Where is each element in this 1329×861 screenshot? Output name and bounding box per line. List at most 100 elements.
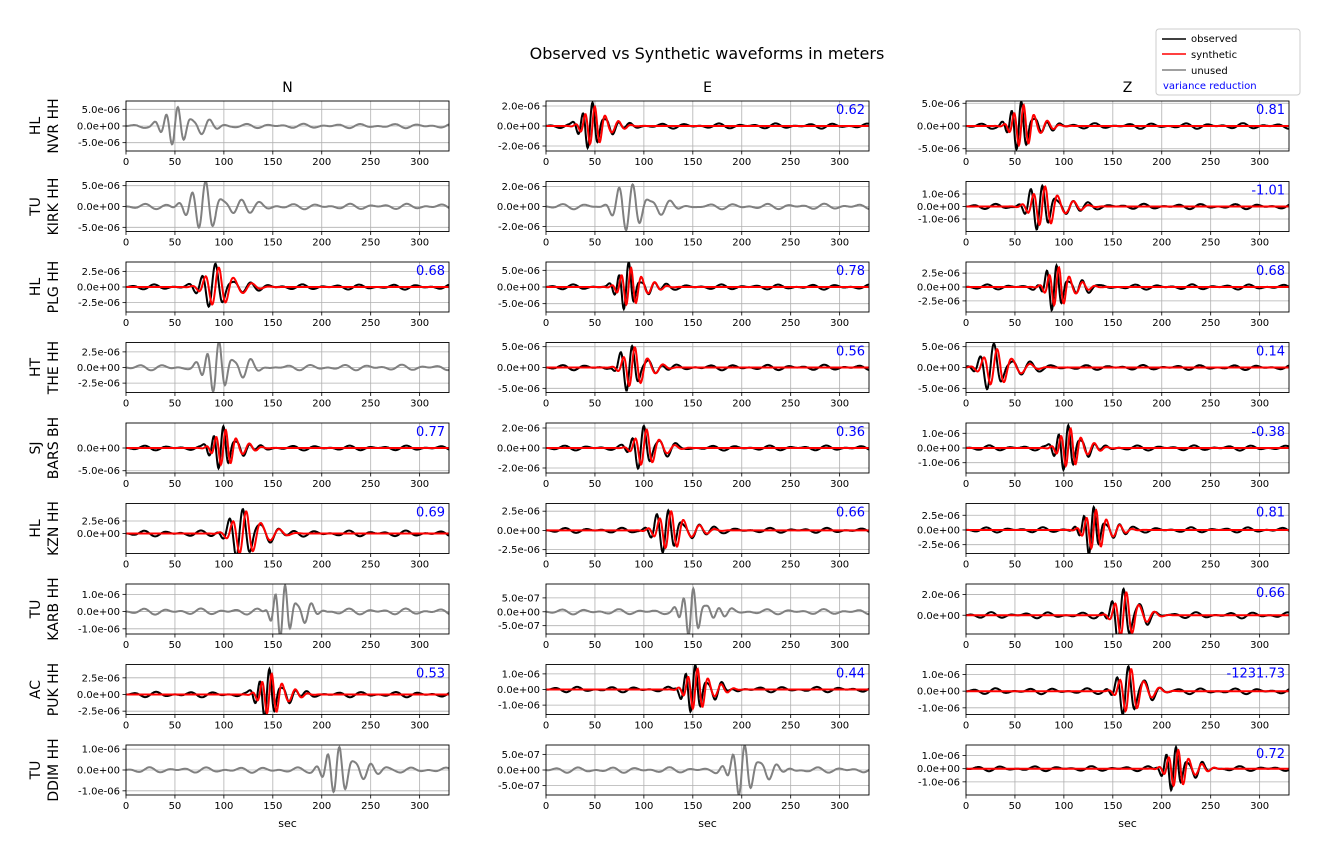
y-tick-label: -2.5e-06 <box>78 298 120 309</box>
panel-kzn-n: 0 50 100 150 200 250 300 0.0e+002.5e-06 0.69 <box>77 503 450 571</box>
y-tick-label: -1.0e-06 <box>918 777 960 788</box>
variance-reduction-value: 0.78 <box>836 264 865 279</box>
x-tick-label: 0 <box>123 479 129 490</box>
x-tick-label: 150 <box>1103 399 1122 410</box>
x-tick-label: 50 <box>169 479 182 490</box>
x-tick-label: 250 <box>781 479 800 490</box>
y-tick-label: 2.0e-06 <box>502 102 540 113</box>
panel-kirk-z: 0 50 100 150 200 250 300 -1.0e-06 0.0e+001.0e-06… <box>917 181 1290 249</box>
synthetic-trace <box>546 346 869 388</box>
y-tick-label: 5.0e-07 <box>502 750 540 761</box>
y-tick-label: 0.0e+00 <box>77 529 120 540</box>
x-tick-label: 200 <box>732 560 751 571</box>
panel-the-e: 0 50 100 150 200 250 300 -5.0e-06 0.0e+00 5.0e-06… <box>497 342 870 410</box>
observed-trace <box>966 101 1289 151</box>
x-tick-label: 200 <box>312 157 331 168</box>
row-station-label: THE HH <box>46 341 62 395</box>
x-tick-label: 200 <box>1152 399 1171 410</box>
x-tick-label: 0 <box>543 157 549 168</box>
x-tick-label: 100 <box>1054 801 1073 812</box>
x-tick-label: 300 <box>410 157 429 168</box>
y-tick-label: 0.0e+00 <box>77 122 120 133</box>
x-tick-label: 250 <box>781 318 800 329</box>
x-tick-label: 100 <box>634 479 653 490</box>
synthetic-trace <box>966 426 1289 469</box>
variance-reduction-value: 0.66 <box>1256 586 1285 601</box>
x-tick-label: 100 <box>214 399 233 410</box>
row-station-label: PLG HH <box>46 261 62 314</box>
row-network-label: HL <box>28 278 44 297</box>
x-tick-label: 100 <box>214 801 233 812</box>
variance-reduction-value: 0.14 <box>1256 345 1285 360</box>
x-tick-label: 250 <box>361 721 380 732</box>
y-tick-label: 0.0e+00 <box>917 363 960 374</box>
x-tick-label: 200 <box>732 801 751 812</box>
y-tick-label: 2.5e-06 <box>502 507 540 518</box>
x-tick-label: 300 <box>410 238 429 249</box>
x-tick-label: 200 <box>1152 801 1171 812</box>
waveform-group <box>966 101 1289 151</box>
x-tick-label: 300 <box>410 640 429 651</box>
x-tick-label: 0 <box>543 560 549 571</box>
x-tick-label: 150 <box>263 640 282 651</box>
synthetic-trace <box>966 265 1289 308</box>
x-tick-label: 0 <box>543 801 549 812</box>
row-network-label: TU <box>28 600 44 620</box>
variance-reduction-value: 0.72 <box>1256 747 1285 762</box>
x-tick-label: 250 <box>361 801 380 812</box>
panel-puk-z: 0 50 100 150 200 250 300 -1.0e-06 0.0e+00 1.0e-06… <box>917 664 1290 732</box>
synthetic-trace <box>966 508 1289 551</box>
y-tick-label: 2.5e-06 <box>922 269 960 280</box>
row-station-label: KZN HH <box>46 501 62 556</box>
panel-plg-n: 0 50 100 150 200 250 300 -2.5e-06 0.0e+00 2.5e-06… <box>77 261 450 329</box>
x-tick-label: 50 <box>1009 479 1022 490</box>
row-station-label: KARB HH <box>46 577 62 640</box>
x-tick-label: 300 <box>1250 318 1269 329</box>
x-tick-label: 150 <box>263 399 282 410</box>
x-tick-label: 250 <box>1201 801 1220 812</box>
y-tick-label: -2.5e-06 <box>78 379 120 390</box>
y-tick-label: 0.0e+00 <box>917 764 960 775</box>
synthetic-trace <box>966 668 1289 713</box>
x-axis-label: sec <box>1118 817 1137 830</box>
panel-karb-z: 0 50 100 150 200 250 300 0.0e+00 2.0e-06 0.66 <box>917 583 1290 651</box>
y-tick-label: 1.0e-06 <box>82 590 120 601</box>
y-tick-label: 0.0e+00 <box>917 444 960 455</box>
x-tick-label: 100 <box>214 640 233 651</box>
x-tick-label: 100 <box>214 479 233 490</box>
waveform-group <box>546 182 869 232</box>
x-tick-label: 300 <box>1250 801 1269 812</box>
x-tick-label: 0 <box>963 640 969 651</box>
x-tick-label: 150 <box>263 157 282 168</box>
x-tick-label: 300 <box>830 399 849 410</box>
variance-reduction-value: 0.56 <box>836 345 865 360</box>
x-tick-label: 250 <box>361 157 380 168</box>
x-tick-label: 0 <box>543 721 549 732</box>
panel-bars-z: 0 50 100 150 200 250 300 -1.0e-06 0.0e+00 1.0e-06… <box>917 422 1290 490</box>
x-tick-label: 50 <box>1009 721 1022 732</box>
y-tick-label: 0.0e+00 <box>497 122 540 133</box>
x-tick-label: 200 <box>312 721 331 732</box>
panel-kzn-z: 0 50 100 150 200 250 300 -2.5e-06 0.0e+00 2.5e-06… <box>917 503 1290 571</box>
x-tick-label: 50 <box>169 399 182 410</box>
x-tick-label: 300 <box>410 318 429 329</box>
row-network-label: HL <box>28 519 44 538</box>
y-tick-label: -1.0e-06 <box>78 624 120 635</box>
row-network-label: HL <box>28 117 44 136</box>
observed-trace <box>126 666 449 715</box>
x-tick-label: 300 <box>1250 238 1269 249</box>
x-tick-label: 0 <box>963 721 969 732</box>
variance-reduction-value: 0.66 <box>836 506 865 521</box>
x-tick-label: 50 <box>1009 560 1022 571</box>
waveform-group <box>966 342 1289 391</box>
row-network-label: TU <box>28 197 44 217</box>
x-tick-label: 50 <box>169 721 182 732</box>
x-tick-label: 0 <box>123 560 129 571</box>
x-tick-label: 50 <box>1009 238 1022 249</box>
legend-observed-label: observed <box>1191 34 1237 45</box>
x-tick-label: 0 <box>963 801 969 812</box>
column-header-z: Z <box>1123 80 1133 96</box>
waveform-group <box>126 745 449 794</box>
y-tick-label: 0.0e+00 <box>77 283 120 294</box>
y-tick-label: 2.5e-06 <box>82 347 120 358</box>
